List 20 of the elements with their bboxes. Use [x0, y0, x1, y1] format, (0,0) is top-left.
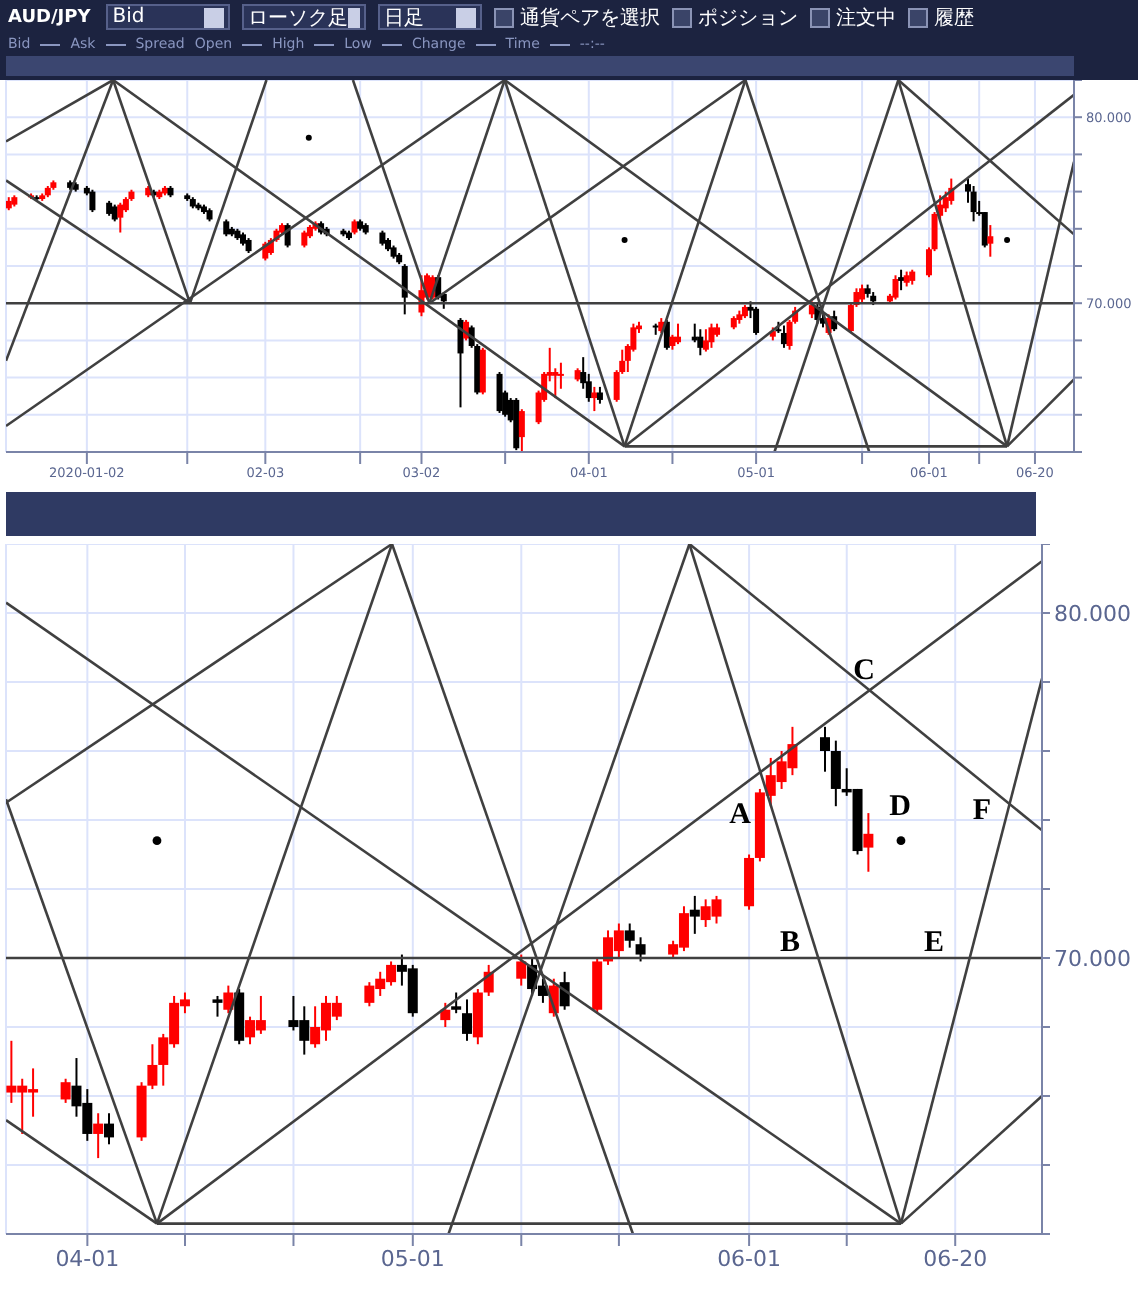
annotation: A [729, 799, 751, 831]
text: AUD/JPY [8, 7, 91, 27]
text: ローソク足 [248, 5, 349, 31]
x-tick-label: 05-01 [380, 1245, 445, 1272]
text: Bid [112, 6, 145, 28]
text: 注文中 [836, 5, 897, 31]
x-tick-label: 06-01 [717, 1245, 782, 1272]
text: 通貨ペアを選択 [520, 5, 661, 31]
x-tick-label: 06-20 [923, 1245, 988, 1272]
text: ポジション [698, 5, 799, 31]
annotation: F [972, 795, 992, 827]
annotation: B [779, 927, 801, 959]
annotation: C [853, 655, 875, 687]
annotation: E [923, 927, 945, 959]
y-tick-label: 80.000 [1054, 600, 1131, 627]
x-tick-label: 04-01 [55, 1245, 120, 1272]
text: 日足 [384, 5, 425, 31]
y-tick-label: 70.000 [1054, 945, 1131, 972]
annotation: D [889, 791, 911, 823]
text: 履歴 [934, 5, 975, 31]
